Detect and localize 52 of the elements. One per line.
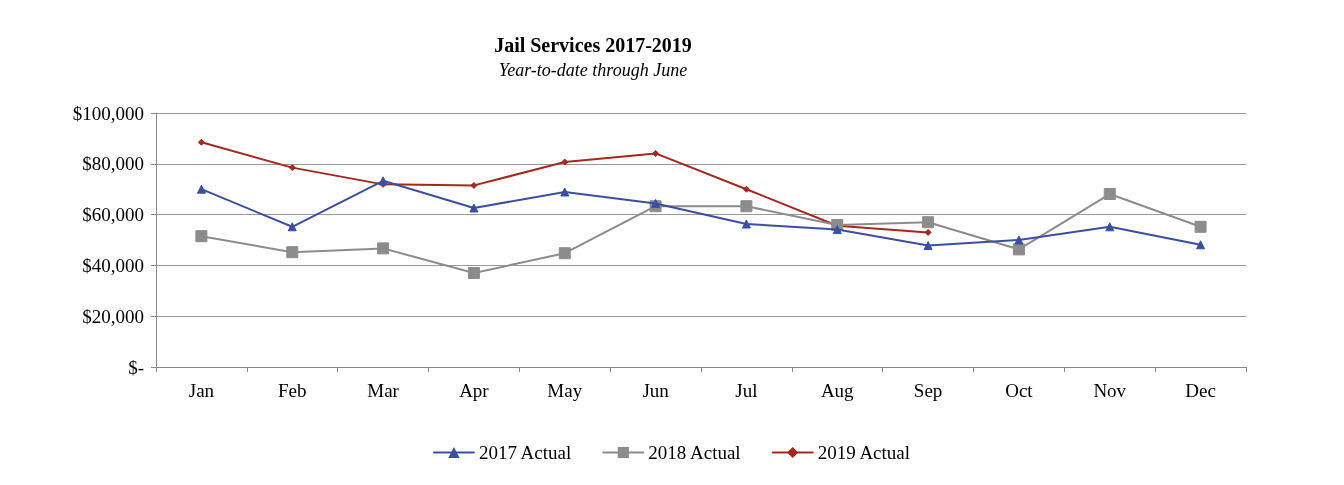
point <box>288 164 296 172</box>
point <box>469 203 479 213</box>
point <box>924 228 932 236</box>
point <box>922 216 935 229</box>
point <box>470 181 478 189</box>
point <box>1014 235 1024 245</box>
point <box>467 267 480 280</box>
x-tick-label: Nov <box>1093 380 1127 401</box>
point <box>1012 243 1025 256</box>
point <box>1105 222 1115 232</box>
point <box>377 242 390 255</box>
y-tick-label: $40,000 <box>82 254 144 276</box>
point <box>740 200 753 213</box>
y-tick-label: $- <box>128 356 144 378</box>
chart-title: Jail Services 2017-2019 <box>494 34 692 56</box>
point <box>195 230 208 243</box>
point <box>196 184 206 194</box>
point <box>1103 188 1116 201</box>
x-tick-label: Jan <box>188 380 215 401</box>
point <box>197 138 205 146</box>
x-tick-label: Jun <box>642 380 670 401</box>
x-tick-label: Apr <box>459 380 490 401</box>
x-tick-label: Jul <box>735 380 758 401</box>
x-tick-label: Sep <box>913 380 943 401</box>
point <box>287 222 297 232</box>
point <box>378 176 388 186</box>
point <box>1196 240 1206 250</box>
point <box>651 198 661 208</box>
point <box>652 149 660 157</box>
x-tick-label: Mar <box>367 380 400 401</box>
x-tick-label: May <box>547 380 583 401</box>
point <box>561 158 569 166</box>
legend-label: 2019 Actual <box>817 442 911 463</box>
point <box>741 219 751 229</box>
legend-label: 2017 Actual <box>478 442 572 463</box>
x-tick-label: Aug <box>820 380 855 401</box>
legend-label: 2018 Actual <box>648 442 741 463</box>
point <box>286 246 299 259</box>
x-tick-label: Oct <box>1005 380 1034 401</box>
y-tick-label: $20,000 <box>82 305 144 327</box>
point <box>923 241 933 251</box>
point <box>560 187 570 197</box>
y-tick-label: $60,000 <box>82 204 144 226</box>
point <box>1194 220 1207 233</box>
y-tick-label: $80,000 <box>82 153 144 175</box>
x-tick-label: Dec <box>1185 380 1216 401</box>
point <box>832 225 842 235</box>
point <box>558 247 571 260</box>
y-tick-label: $100,000 <box>72 102 144 124</box>
point <box>742 185 750 193</box>
chart-subtitle: Year-to-date through June <box>498 60 688 80</box>
x-tick-label: Feb <box>278 380 307 401</box>
